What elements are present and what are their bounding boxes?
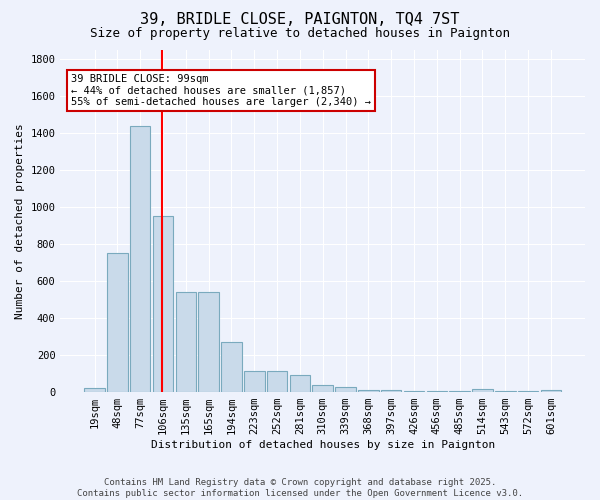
Bar <box>358 390 379 392</box>
Text: Size of property relative to detached houses in Paignton: Size of property relative to detached ho… <box>90 28 510 40</box>
Bar <box>518 391 538 392</box>
Bar <box>427 391 447 392</box>
Bar <box>495 391 515 392</box>
Text: 39, BRIDLE CLOSE, PAIGNTON, TQ4 7ST: 39, BRIDLE CLOSE, PAIGNTON, TQ4 7ST <box>140 12 460 28</box>
Bar <box>244 371 265 392</box>
Bar <box>267 371 287 392</box>
Bar <box>221 342 242 392</box>
Bar <box>404 391 424 392</box>
Bar <box>313 384 333 392</box>
Bar <box>472 390 493 392</box>
Bar <box>176 292 196 392</box>
Bar <box>541 390 561 392</box>
Bar <box>381 390 401 392</box>
Bar <box>449 391 470 392</box>
Bar <box>84 388 105 392</box>
Bar <box>107 254 128 392</box>
Bar <box>335 388 356 392</box>
Bar <box>130 126 151 392</box>
X-axis label: Distribution of detached houses by size in Paignton: Distribution of detached houses by size … <box>151 440 495 450</box>
Bar <box>153 216 173 392</box>
Text: 39 BRIDLE CLOSE: 99sqm
← 44% of detached houses are smaller (1,857)
55% of semi-: 39 BRIDLE CLOSE: 99sqm ← 44% of detached… <box>71 74 371 107</box>
Y-axis label: Number of detached properties: Number of detached properties <box>15 123 25 319</box>
Bar <box>199 292 219 392</box>
Bar <box>290 376 310 392</box>
Text: Contains HM Land Registry data © Crown copyright and database right 2025.
Contai: Contains HM Land Registry data © Crown c… <box>77 478 523 498</box>
